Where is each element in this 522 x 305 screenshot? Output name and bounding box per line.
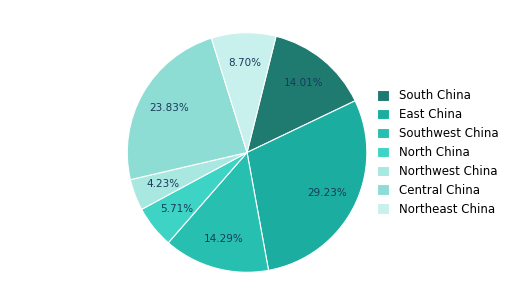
Text: 4.23%: 4.23% [147, 179, 180, 189]
Text: 14.01%: 14.01% [284, 78, 324, 88]
Text: 14.29%: 14.29% [204, 234, 243, 244]
Wedge shape [247, 36, 355, 152]
Text: 29.23%: 29.23% [307, 188, 347, 198]
Wedge shape [141, 152, 247, 243]
Wedge shape [168, 152, 268, 272]
Legend: South China, East China, Southwest China, North China, Northwest China, Central : South China, East China, Southwest China… [373, 84, 503, 221]
Wedge shape [127, 38, 247, 180]
Wedge shape [211, 33, 276, 152]
Wedge shape [247, 101, 367, 270]
Text: 23.83%: 23.83% [149, 103, 189, 113]
Text: 8.70%: 8.70% [228, 58, 261, 68]
Wedge shape [130, 152, 247, 209]
Text: 5.71%: 5.71% [160, 203, 194, 213]
